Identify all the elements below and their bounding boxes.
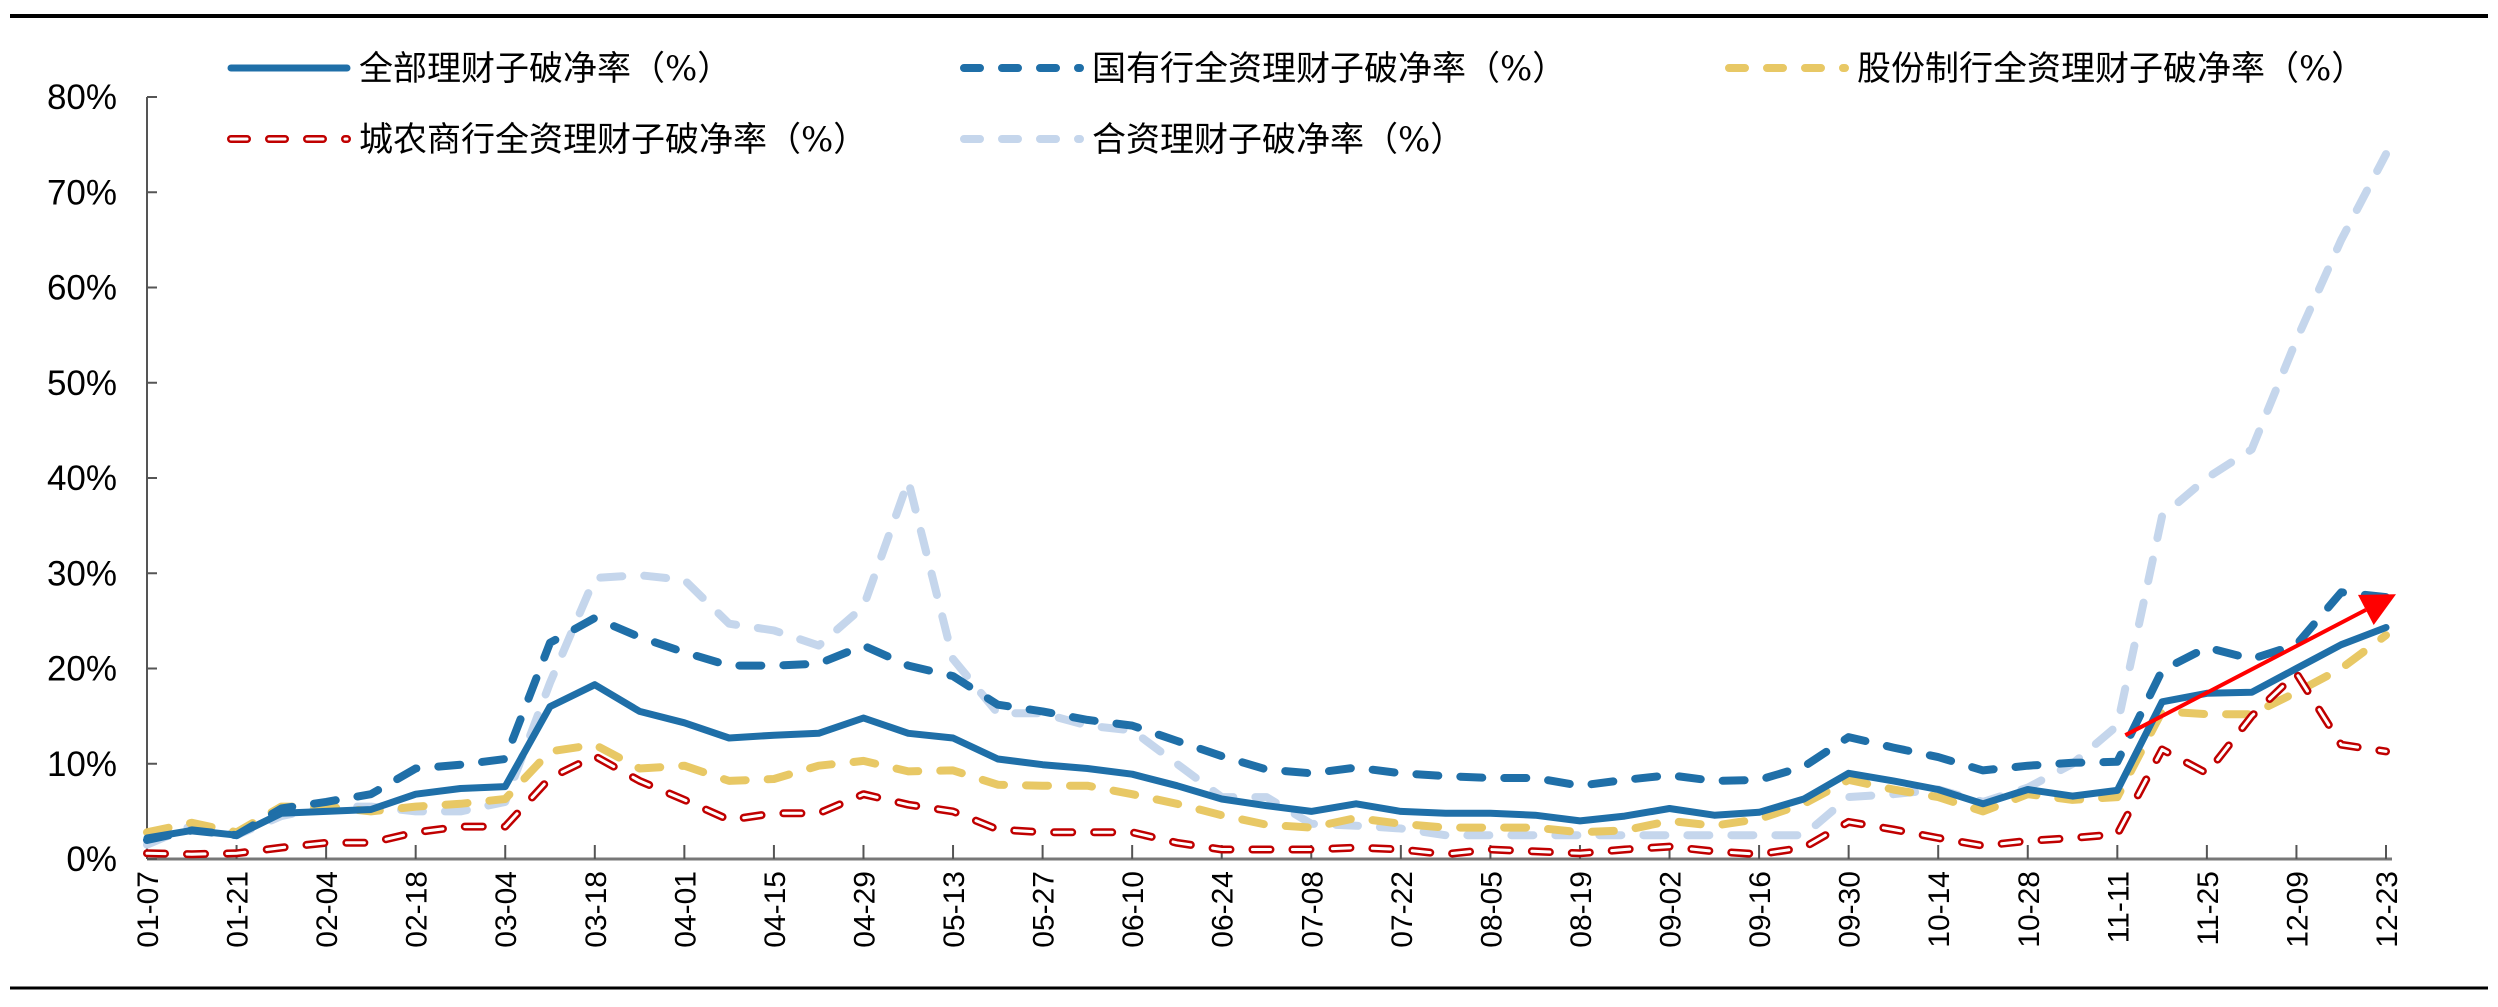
x-tick-label: 09-30	[1834, 871, 1867, 948]
x-tick-label: 05-27	[1028, 871, 1061, 948]
y-tick-label: 30%	[47, 554, 117, 593]
annotations	[2124, 594, 2396, 737]
x-tick-label: 08-19	[1565, 871, 1598, 948]
x-tick-label: 09-16	[1744, 871, 1777, 948]
x-tick-label: 05-13	[938, 871, 971, 948]
x-tick-label: 02-18	[401, 871, 434, 948]
x-tick-label: 04-01	[669, 871, 702, 948]
x-tick-label: 10-14	[1923, 871, 1956, 948]
y-tick-label: 40%	[47, 459, 117, 498]
legend-label-1: 全部理财子破净率（%）	[359, 49, 731, 89]
axes: 0% 10% 20% 30% 40% 50% 60% 70% 80% 01-07 01-21 02-0…	[47, 78, 2404, 948]
y-tick-label: 70%	[47, 173, 117, 212]
series-line-5	[143, 150, 2390, 849]
y-tick-label: 10%	[47, 745, 117, 784]
x-tick-label: 11-11	[2102, 871, 2135, 943]
x-tick-label: 03-04	[490, 871, 523, 948]
legend-label-2: 国有行全资理财子破净率（%）	[1092, 49, 1566, 89]
legend: 全部理财子破净率（%） 国有行全资理财子破净率（%） 股份制行全资理财子破净率（%）…	[227, 49, 2365, 160]
y-tick-label: 20%	[47, 650, 117, 689]
y-tick-label: 80%	[47, 78, 117, 117]
x-tick-label: 04-15	[759, 871, 792, 948]
x-tick-label: 01-07	[132, 871, 165, 948]
x-tick-label: 09-02	[1655, 871, 1688, 948]
series-line-3	[143, 631, 2390, 837]
x-tick-label: 12-09	[2281, 871, 2314, 948]
trend-arrow-head-icon	[2357, 594, 2396, 625]
x-tick-label: 08-05	[1475, 871, 1508, 948]
x-tick-label: 02-04	[311, 871, 344, 948]
y-tick-label: 0%	[66, 840, 117, 879]
series-group	[143, 150, 2390, 859]
series-line-1	[143, 624, 2390, 842]
x-tick-label: 12-23	[2371, 871, 2404, 948]
x-tick-label: 06-10	[1117, 871, 1150, 948]
x-tick-label: 01-21	[222, 871, 255, 948]
x-tick-label: 07-08	[1296, 871, 1329, 948]
x-tick-label: 06-24	[1207, 871, 1240, 948]
series-line-2	[143, 588, 2390, 844]
legend-label-3: 股份制行全资理财子破净率（%）	[1857, 49, 2365, 89]
series-line-4-inner	[145, 671, 2388, 856]
trend-arrow-line	[2124, 608, 2367, 737]
x-tick-label: 10-28	[2013, 871, 2046, 948]
x-tick-label: 07-22	[1386, 871, 1419, 948]
legend-label-4: 城农商行全资理财子破净率（%）	[359, 120, 867, 160]
x-tick-label: 04-29	[848, 871, 881, 948]
y-tick-label: 60%	[47, 269, 117, 308]
legend-label-5: 合资理财子破净率（%）	[1092, 120, 1464, 160]
x-tick-label: 11-25	[2192, 871, 2225, 946]
x-tick-label: 03-18	[580, 871, 613, 948]
y-tick-label: 50%	[47, 364, 117, 403]
